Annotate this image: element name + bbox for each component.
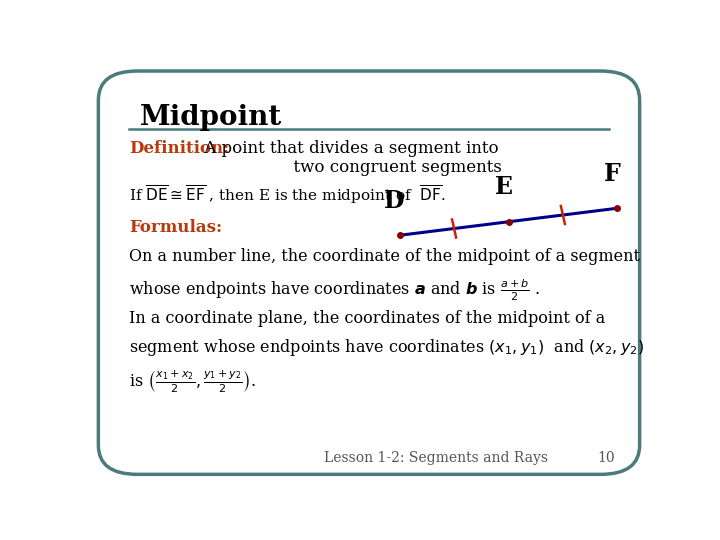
FancyBboxPatch shape bbox=[99, 71, 639, 474]
Text: 10: 10 bbox=[598, 451, 616, 465]
Text: segment whose endpoints have coordinates $(x_1, y_1)$  and $(x_2, y_2)$: segment whose endpoints have coordinates… bbox=[129, 337, 644, 358]
Text: whose endpoints have coordinates $\boldsymbol{a}$ and $\boldsymbol{b}$ is $\frac: whose endpoints have coordinates $\bolds… bbox=[129, 277, 541, 302]
Text: Midpoint: Midpoint bbox=[140, 104, 282, 131]
Text: D: D bbox=[384, 188, 405, 213]
Text: A point that divides a segment into
                  two congruent segments: A point that divides a segment into two … bbox=[199, 140, 502, 176]
Text: If $\overline{\mathrm{DE}}\cong\overline{\mathrm{EF}}$ , then E is the midpoint : If $\overline{\mathrm{DE}}\cong\overline… bbox=[129, 183, 446, 206]
Text: E: E bbox=[495, 175, 513, 199]
Text: On a number line, the coordinate of the midpoint of a segment: On a number line, the coordinate of the … bbox=[129, 248, 640, 265]
Text: Formulas:: Formulas: bbox=[129, 219, 222, 235]
Text: Definition:: Definition: bbox=[129, 140, 229, 157]
Text: is $\left(\frac{x_1+x_2}{2}, \frac{y_1+y_2}{2}\right)$.: is $\left(\frac{x_1+x_2}{2}, \frac{y_1+y… bbox=[129, 368, 256, 395]
Text: F: F bbox=[604, 161, 621, 186]
Text: Lesson 1-2: Segments and Rays: Lesson 1-2: Segments and Rays bbox=[324, 451, 549, 465]
Text: In a coordinate plane, the coordinates of the midpoint of a: In a coordinate plane, the coordinates o… bbox=[129, 310, 606, 327]
